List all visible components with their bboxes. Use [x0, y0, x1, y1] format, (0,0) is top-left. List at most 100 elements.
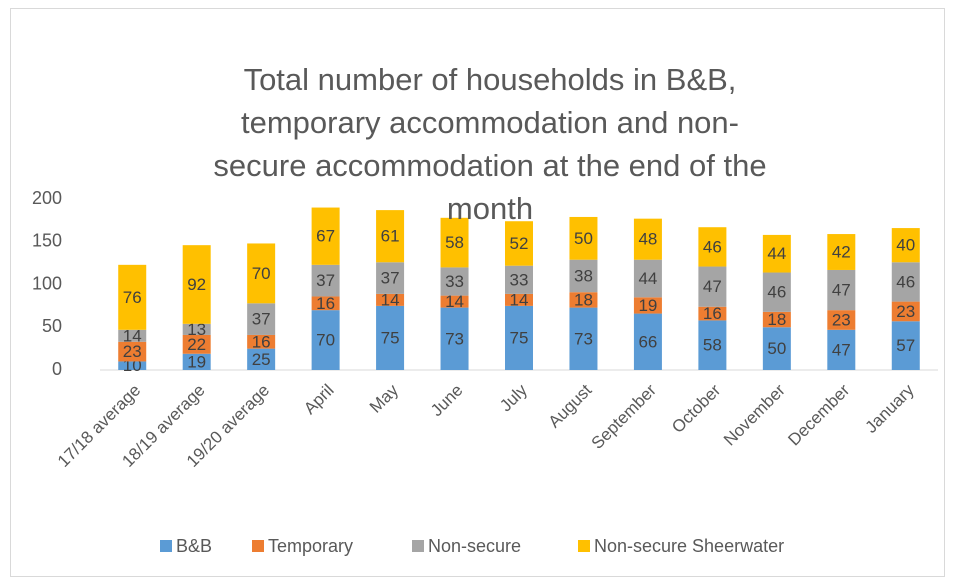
bar-segment: [891, 301, 920, 322]
data-label: 48: [638, 230, 657, 249]
data-label: 58: [703, 336, 722, 355]
bar-segment: [311, 207, 340, 265]
bar-segment: [376, 305, 405, 370]
data-label: 33: [445, 272, 464, 291]
data-label: 37: [381, 269, 400, 288]
data-label: 47: [832, 281, 851, 300]
data-label: 38: [574, 266, 593, 285]
bar-segment: [698, 320, 727, 370]
legend-swatch: [252, 540, 264, 552]
data-label: 14: [445, 292, 464, 311]
bar-segment: [376, 293, 405, 306]
data-label: 46: [767, 283, 786, 302]
data-label: 14: [510, 290, 529, 309]
data-label: 61: [381, 227, 400, 246]
data-label: 92: [187, 275, 206, 294]
bar-segment: [505, 305, 533, 370]
data-label: 50: [574, 229, 593, 248]
bar-segment: [698, 306, 727, 321]
data-label: 19: [638, 296, 657, 315]
bar-segment: [118, 329, 147, 342]
legend-swatch: [578, 540, 590, 552]
bar-segment: [891, 228, 920, 263]
data-label: 16: [703, 304, 722, 323]
bar-segment: [762, 327, 791, 370]
bar-segment: [569, 216, 598, 260]
bar-segment: [569, 292, 598, 308]
bar-segment: [505, 221, 533, 266]
bar-segment: [633, 259, 662, 298]
data-label: 73: [574, 329, 593, 348]
y-tick-label: 200: [32, 188, 62, 208]
bar-segment: [569, 307, 598, 370]
data-label: 76: [123, 288, 142, 307]
chart-title: Total number of households in B&B, tempo…: [213, 62, 767, 226]
data-label: 13: [187, 320, 206, 339]
bar-segment: [182, 353, 211, 370]
bar-segment: [440, 267, 469, 296]
y-tick-label: 100: [32, 273, 62, 293]
bar-segment: [376, 262, 405, 294]
bar-segment: [505, 293, 533, 306]
bar-segment: [311, 310, 340, 370]
bar-segment: [569, 259, 598, 293]
data-label: 44: [638, 269, 657, 288]
bar-segment: [182, 323, 211, 335]
data-label: 19: [187, 352, 206, 371]
bar-segment: [311, 296, 340, 311]
legend-label: Non-secure: [428, 536, 521, 556]
data-label: 16: [252, 332, 271, 351]
data-label: 47: [703, 277, 722, 296]
bar-segment: [118, 361, 147, 370]
data-label: 22: [187, 335, 206, 354]
y-tick-label: 50: [42, 316, 62, 336]
bar-segment: [376, 210, 405, 263]
data-label: 70: [316, 331, 335, 350]
data-label: 25: [252, 350, 271, 369]
y-tick-label: 150: [32, 231, 62, 251]
bar-segment: [247, 348, 276, 370]
data-label: 44: [767, 244, 786, 263]
bar-segment: [311, 264, 340, 297]
data-label: 23: [123, 342, 142, 361]
legend-label: Temporary: [268, 536, 353, 556]
data-label: 66: [638, 332, 657, 351]
data-label: 75: [381, 328, 400, 347]
bar-segment: [440, 295, 469, 308]
legend-swatch: [160, 540, 172, 552]
bar-segment: [440, 217, 469, 268]
bar-segment: [182, 334, 211, 354]
data-label: 40: [896, 236, 915, 255]
legend-swatch: [412, 540, 424, 552]
data-label: 23: [832, 310, 851, 329]
data-label: 47: [832, 340, 851, 359]
bar-segment: [633, 297, 662, 314]
bar-segment: [247, 334, 276, 349]
data-label: 75: [510, 328, 529, 347]
bar-segment: [698, 266, 727, 307]
bar-segment: [827, 329, 856, 370]
data-label: 46: [703, 237, 722, 256]
y-tick-label: 0: [52, 359, 62, 379]
data-label: 33: [510, 270, 529, 289]
data-label: 37: [316, 271, 335, 290]
bar-segment: [827, 269, 856, 311]
bar-segment: [247, 303, 276, 335]
bar-segment: [762, 311, 791, 328]
data-label: 70: [252, 264, 271, 283]
bar-segment: [118, 341, 147, 362]
bar-segment: [827, 234, 856, 270]
data-label: 57: [896, 336, 915, 355]
data-label: 52: [510, 234, 529, 253]
bar-segment: [633, 313, 662, 370]
data-label: 42: [832, 242, 851, 261]
data-label: 14: [123, 326, 142, 345]
data-label: 46: [896, 272, 915, 291]
data-label: 73: [445, 329, 464, 348]
data-label: 67: [316, 227, 335, 246]
bar-segment: [182, 245, 211, 324]
bar-segment: [505, 265, 533, 294]
bar-segment: [827, 310, 856, 330]
data-label: 23: [896, 302, 915, 321]
